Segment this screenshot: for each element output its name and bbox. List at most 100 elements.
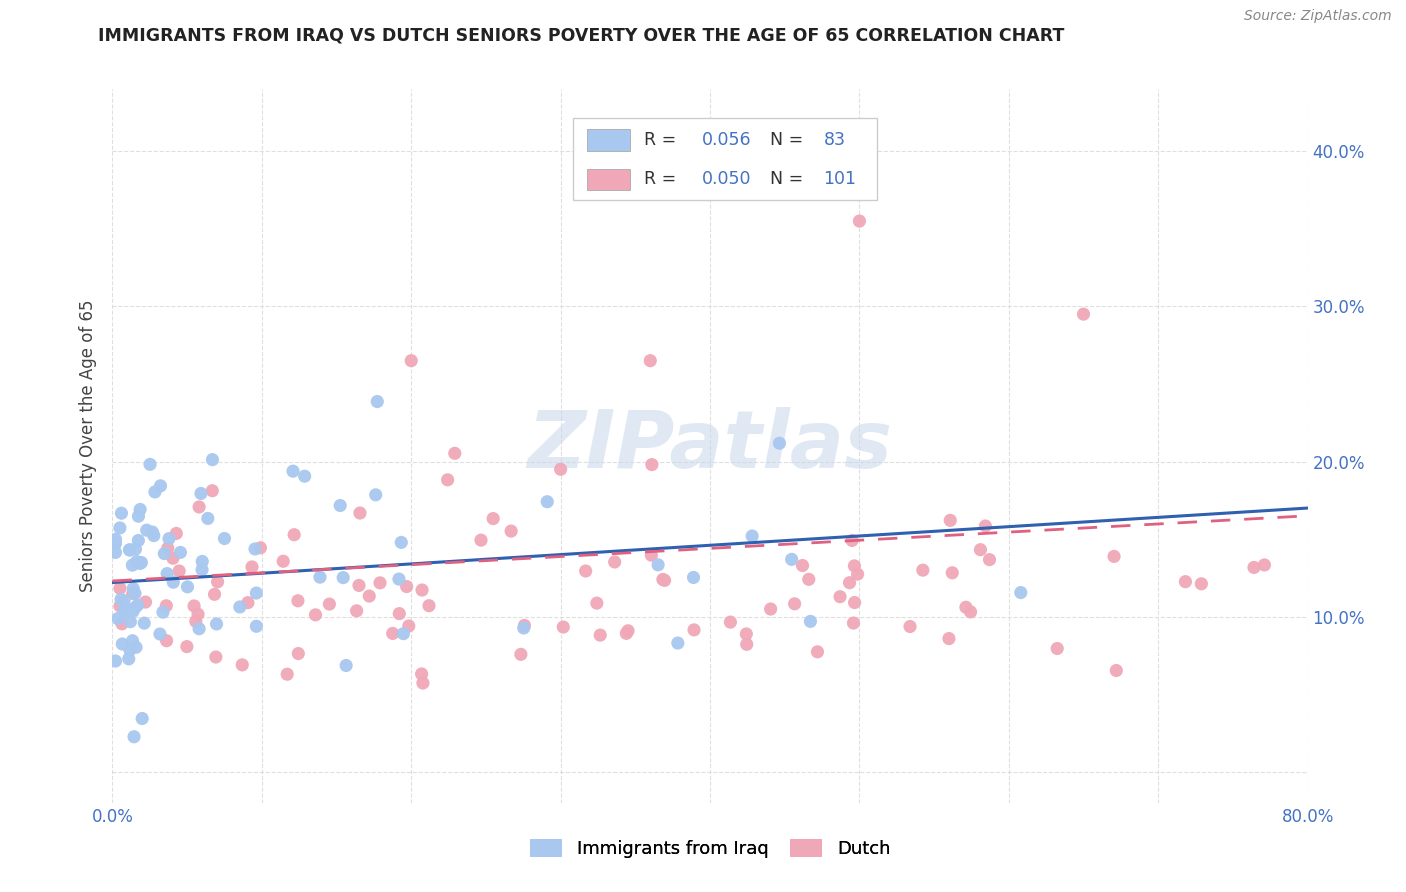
Text: Source: ZipAtlas.com: Source: ZipAtlas.com [1244, 9, 1392, 23]
Point [231, 657, 253, 672]
Point [1073, 307, 1095, 321]
Point [411, 667, 433, 681]
Legend: Immigrants from Iraq, Dutch: Immigrants from Iraq, Dutch [523, 831, 897, 865]
Point [122, 582, 145, 596]
Point [780, 552, 803, 566]
Point [1253, 558, 1275, 572]
Point [155, 633, 177, 648]
Point [134, 616, 156, 631]
Point [114, 603, 136, 617]
Point [974, 519, 997, 533]
Point [846, 567, 869, 582]
Point [1046, 641, 1069, 656]
Point [959, 605, 981, 619]
Point [135, 523, 157, 537]
Point [941, 566, 963, 580]
Point [647, 558, 669, 572]
Point [104, 536, 127, 550]
Point [201, 483, 224, 498]
Point [108, 599, 131, 613]
Point [939, 513, 962, 527]
Point [398, 619, 420, 633]
Point [1105, 664, 1128, 678]
Point [368, 575, 391, 590]
Point [188, 500, 211, 514]
Point [129, 502, 152, 516]
Point [125, 555, 148, 569]
Point [1102, 549, 1125, 564]
Text: R =: R = [644, 131, 682, 149]
Point [124, 600, 146, 615]
Point [183, 599, 205, 613]
Point [501, 524, 523, 538]
Point [127, 533, 149, 548]
Point [131, 712, 153, 726]
Point [309, 570, 332, 584]
Point [142, 528, 165, 542]
Text: N =: N = [770, 170, 808, 188]
Point [389, 535, 412, 549]
Point [122, 604, 145, 618]
Point [121, 586, 143, 600]
Point [969, 542, 991, 557]
Point [911, 563, 934, 577]
Point [207, 574, 229, 589]
Point [641, 458, 664, 472]
Point [654, 574, 676, 588]
Text: N =: N = [770, 131, 808, 149]
Point [156, 566, 179, 581]
Point [112, 593, 135, 607]
Point [347, 578, 370, 592]
Point [735, 637, 758, 651]
Point [283, 527, 305, 541]
Text: 101: 101 [824, 170, 856, 188]
Point [617, 624, 640, 638]
Point [381, 626, 404, 640]
Point [118, 542, 141, 557]
Point [803, 183, 825, 197]
Point [149, 479, 172, 493]
Bar [586, 129, 630, 151]
Point [388, 572, 411, 586]
Point [271, 554, 294, 568]
Point [281, 464, 304, 478]
Point [842, 615, 865, 630]
Point [127, 509, 149, 524]
Point [187, 607, 209, 622]
Point [640, 548, 662, 562]
Point [156, 541, 179, 555]
Point [1189, 576, 1212, 591]
Point [287, 594, 309, 608]
FancyBboxPatch shape [572, 118, 877, 200]
Point [245, 619, 267, 633]
Point [125, 640, 148, 655]
Point [104, 533, 127, 547]
Point [575, 564, 598, 578]
Point [512, 621, 534, 635]
Point [550, 462, 572, 476]
Point [603, 555, 626, 569]
Point [366, 394, 388, 409]
Point [304, 607, 326, 622]
Point [240, 560, 263, 574]
Point [176, 640, 198, 654]
Point [513, 618, 536, 632]
Point [249, 541, 271, 555]
Point [287, 647, 309, 661]
Point [783, 597, 806, 611]
Point [141, 525, 163, 540]
Point [139, 458, 162, 472]
Point [124, 586, 146, 600]
Point [143, 485, 166, 500]
Point [111, 616, 134, 631]
Point [121, 558, 143, 573]
Point [443, 446, 465, 460]
Point [418, 599, 440, 613]
Point [294, 469, 316, 483]
Point [509, 648, 531, 662]
Point [167, 564, 190, 578]
Text: R =: R = [644, 170, 682, 188]
Point [236, 596, 259, 610]
Point [108, 521, 131, 535]
Point [898, 619, 921, 633]
